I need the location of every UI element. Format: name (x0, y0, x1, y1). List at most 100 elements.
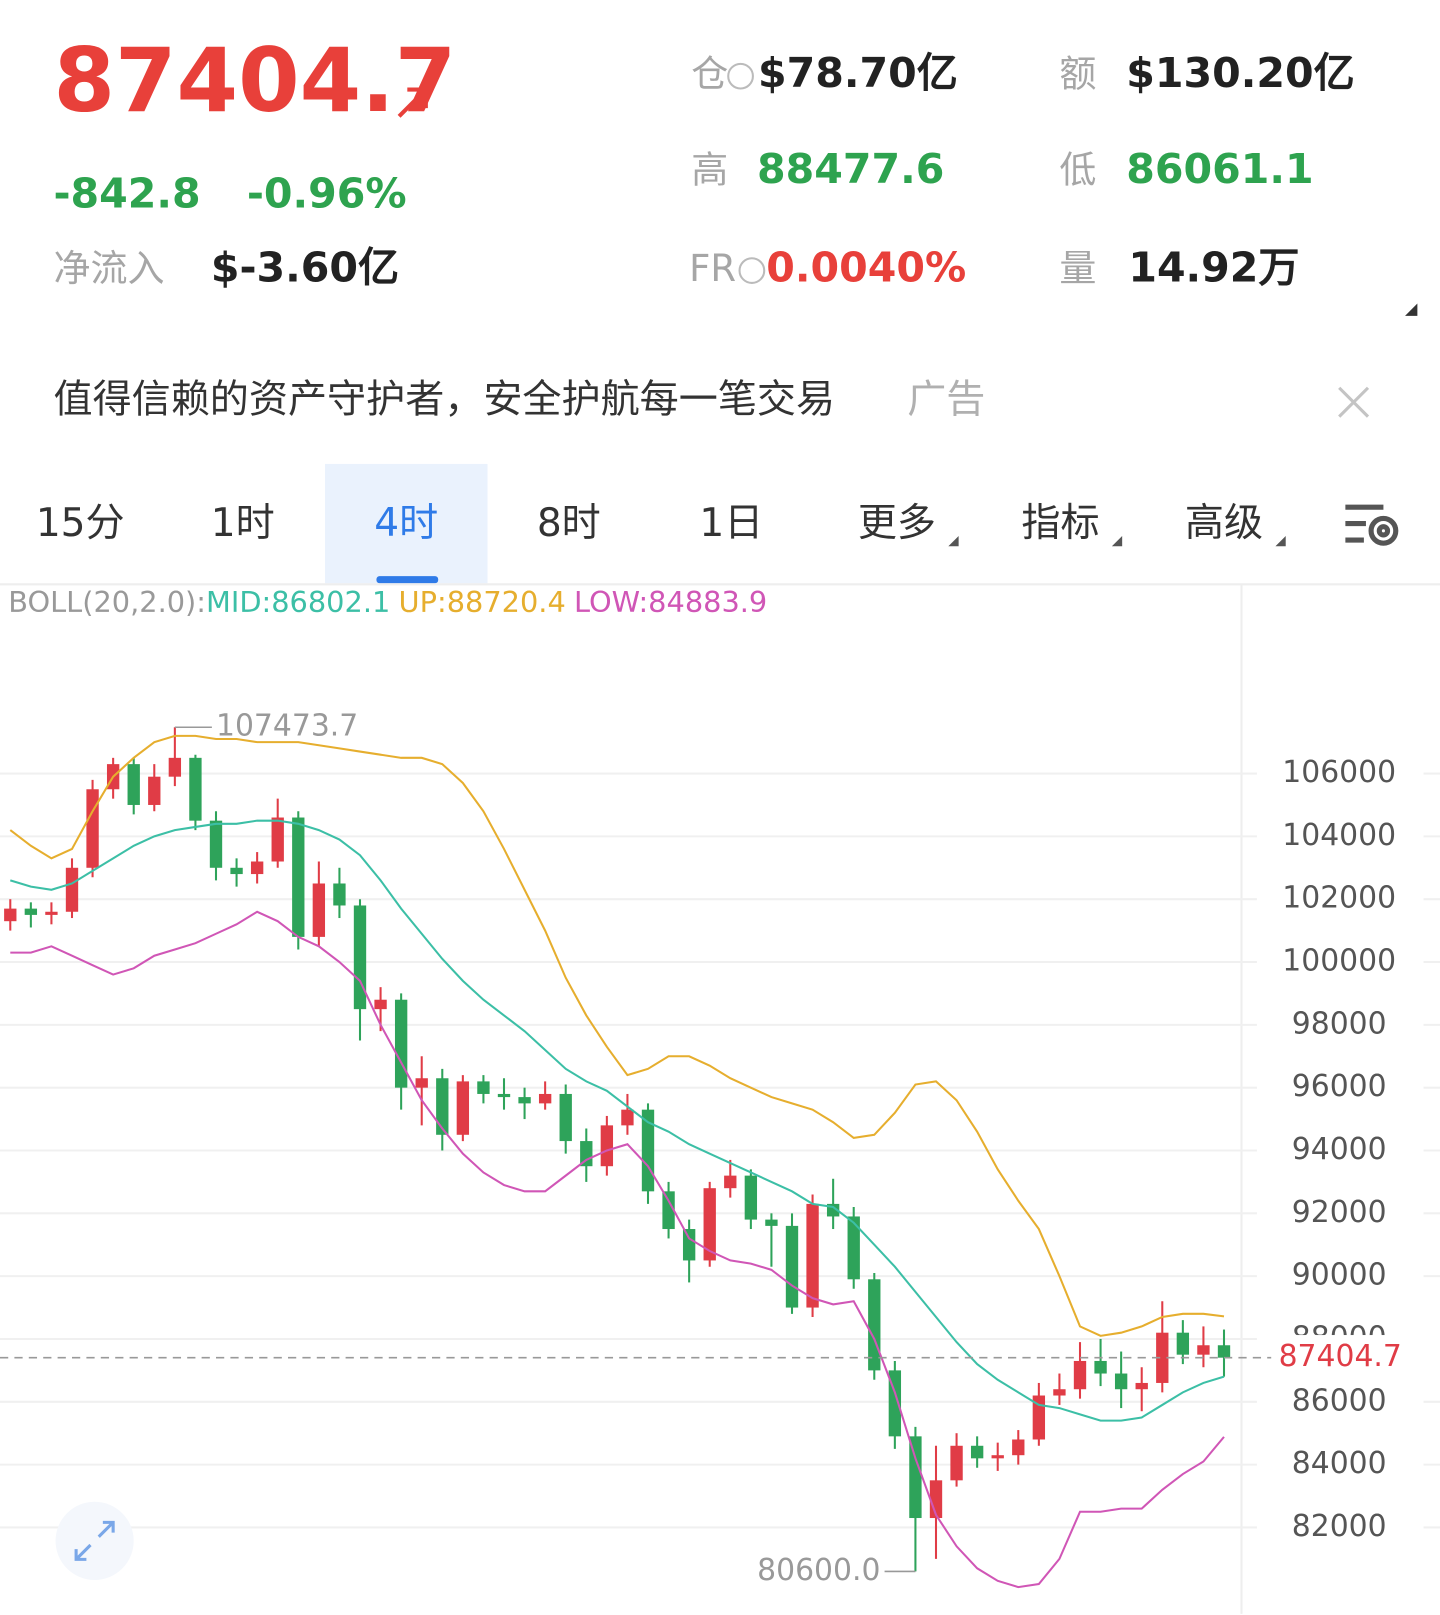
info-icon[interactable] (727, 62, 754, 90)
tab[interactable]: 指标 (1021, 501, 1099, 546)
candle-body (518, 1097, 531, 1104)
stat-label: 量 (1059, 247, 1096, 290)
min-label: 80600.0 (757, 1553, 880, 1588)
tab[interactable]: 4时 (374, 501, 438, 546)
candle-body (1217, 1345, 1231, 1358)
y-tick-label: 86000 (1292, 1383, 1387, 1418)
candle-body (189, 757, 202, 821)
y-tick-label: 94000 (1292, 1132, 1387, 1167)
y-tick-label: 92000 (1292, 1195, 1387, 1230)
candle-body (353, 905, 367, 1010)
candle-body (127, 764, 140, 805)
up-arrow (397, 87, 428, 118)
tab[interactable]: 15分 (36, 501, 125, 546)
ad-text[interactable]: 值得信赖的资产守护者，安全护航每一笔交易 (53, 378, 835, 423)
expand-corner[interactable] (1405, 303, 1418, 316)
candle-body (868, 1279, 881, 1371)
stat-value: 14.92万 (1128, 244, 1299, 292)
candle-body (168, 757, 182, 777)
price: 87404.7 (53, 29, 456, 132)
candle-body (600, 1125, 614, 1167)
dropdown-arrows (948, 535, 1286, 547)
candle-body (724, 1175, 737, 1189)
tab[interactable]: 高级 (1185, 501, 1263, 546)
candle-body (1012, 1439, 1025, 1456)
tab[interactable]: 1日 (699, 501, 763, 546)
candle-body (65, 867, 79, 912)
candle-body (477, 1081, 490, 1094)
stat-value: $130.20亿 (1126, 49, 1354, 97)
candle-body (24, 908, 38, 915)
candle-body (4, 908, 17, 922)
candle-body (991, 1455, 1004, 1459)
candle-body (785, 1225, 799, 1308)
candle-body (333, 883, 346, 906)
net-inflow-label: 净流入 (53, 247, 164, 290)
candle-body (909, 1436, 922, 1519)
candle-body (1114, 1373, 1128, 1390)
candle-body (436, 1078, 449, 1135)
legend-entry: MID:86802.1 (206, 585, 390, 619)
stat-value: 0.0040% (766, 244, 966, 292)
active-tab-bg (325, 463, 488, 584)
change: -842.8 (53, 170, 200, 218)
candle-body (45, 911, 58, 915)
last-price-label: 87404.7 (1279, 1339, 1402, 1374)
candle-body (1197, 1345, 1210, 1355)
y-tick-label: 84000 (1292, 1446, 1387, 1481)
candle-body (580, 1141, 593, 1167)
candle-body (703, 1188, 716, 1261)
candle-body (538, 1093, 552, 1104)
y-tick-label: 82000 (1292, 1509, 1387, 1544)
info-icon[interactable] (738, 257, 766, 284)
candle-body (456, 1081, 470, 1135)
candle-body (374, 999, 387, 1010)
candle-body (230, 867, 243, 875)
indicator-legend: BOLL(20,2.0):MID:86802.1 UP:88720.4 LOW:84… (8, 585, 767, 619)
fullscreen-button[interactable] (55, 1501, 134, 1580)
candle-body (682, 1229, 696, 1261)
change-pct: -0.96% (247, 170, 407, 218)
indicator-label: BOLL(20,2.0): (8, 585, 206, 619)
legend-entry: LOW:84883.9 (574, 585, 767, 619)
ad-tag: 广告 (907, 378, 985, 423)
boll-line (9, 819, 1225, 1422)
candle-body (415, 1078, 428, 1088)
candle-body (1073, 1360, 1087, 1390)
y-tick-label: 100000 (1282, 944, 1396, 979)
stat-value: 88477.6 (757, 145, 944, 193)
tab[interactable]: 8时 (537, 501, 601, 546)
close-ad[interactable] (1338, 386, 1370, 418)
candle-body (806, 1203, 819, 1308)
boll-line (9, 734, 1225, 1337)
legend-entry: UP:88720.4 (399, 585, 566, 619)
y-tick-label: 98000 (1292, 1006, 1387, 1041)
settings-icon[interactable] (1345, 504, 1399, 546)
candle-body (292, 817, 305, 937)
tab[interactable]: 更多 (858, 501, 936, 546)
candle-body (1156, 1332, 1169, 1383)
candle-body (1176, 1332, 1190, 1355)
candle-body (744, 1175, 758, 1220)
tab[interactable]: 1时 (211, 501, 275, 546)
candle-body (970, 1445, 984, 1459)
candle-body (847, 1216, 860, 1280)
y-tick-label: 90000 (1292, 1258, 1387, 1293)
candle-body (86, 789, 99, 868)
last-price-box (1271, 1335, 1440, 1381)
candle-body (1094, 1360, 1107, 1374)
candle-body (1032, 1395, 1046, 1440)
y-tick-label: 102000 (1282, 881, 1396, 916)
active-tab-indicator (376, 576, 439, 584)
candle-body (1053, 1389, 1066, 1396)
stat-label: FR (689, 247, 736, 290)
stat-label: 高 (691, 148, 728, 191)
candle-body (497, 1093, 511, 1098)
stat-label: 额 (1059, 53, 1096, 96)
stat-value: $78.70亿 (758, 49, 958, 97)
candle-body (662, 1191, 675, 1230)
candle-body (250, 861, 264, 875)
net-inflow: $-3.60亿 (211, 244, 399, 292)
